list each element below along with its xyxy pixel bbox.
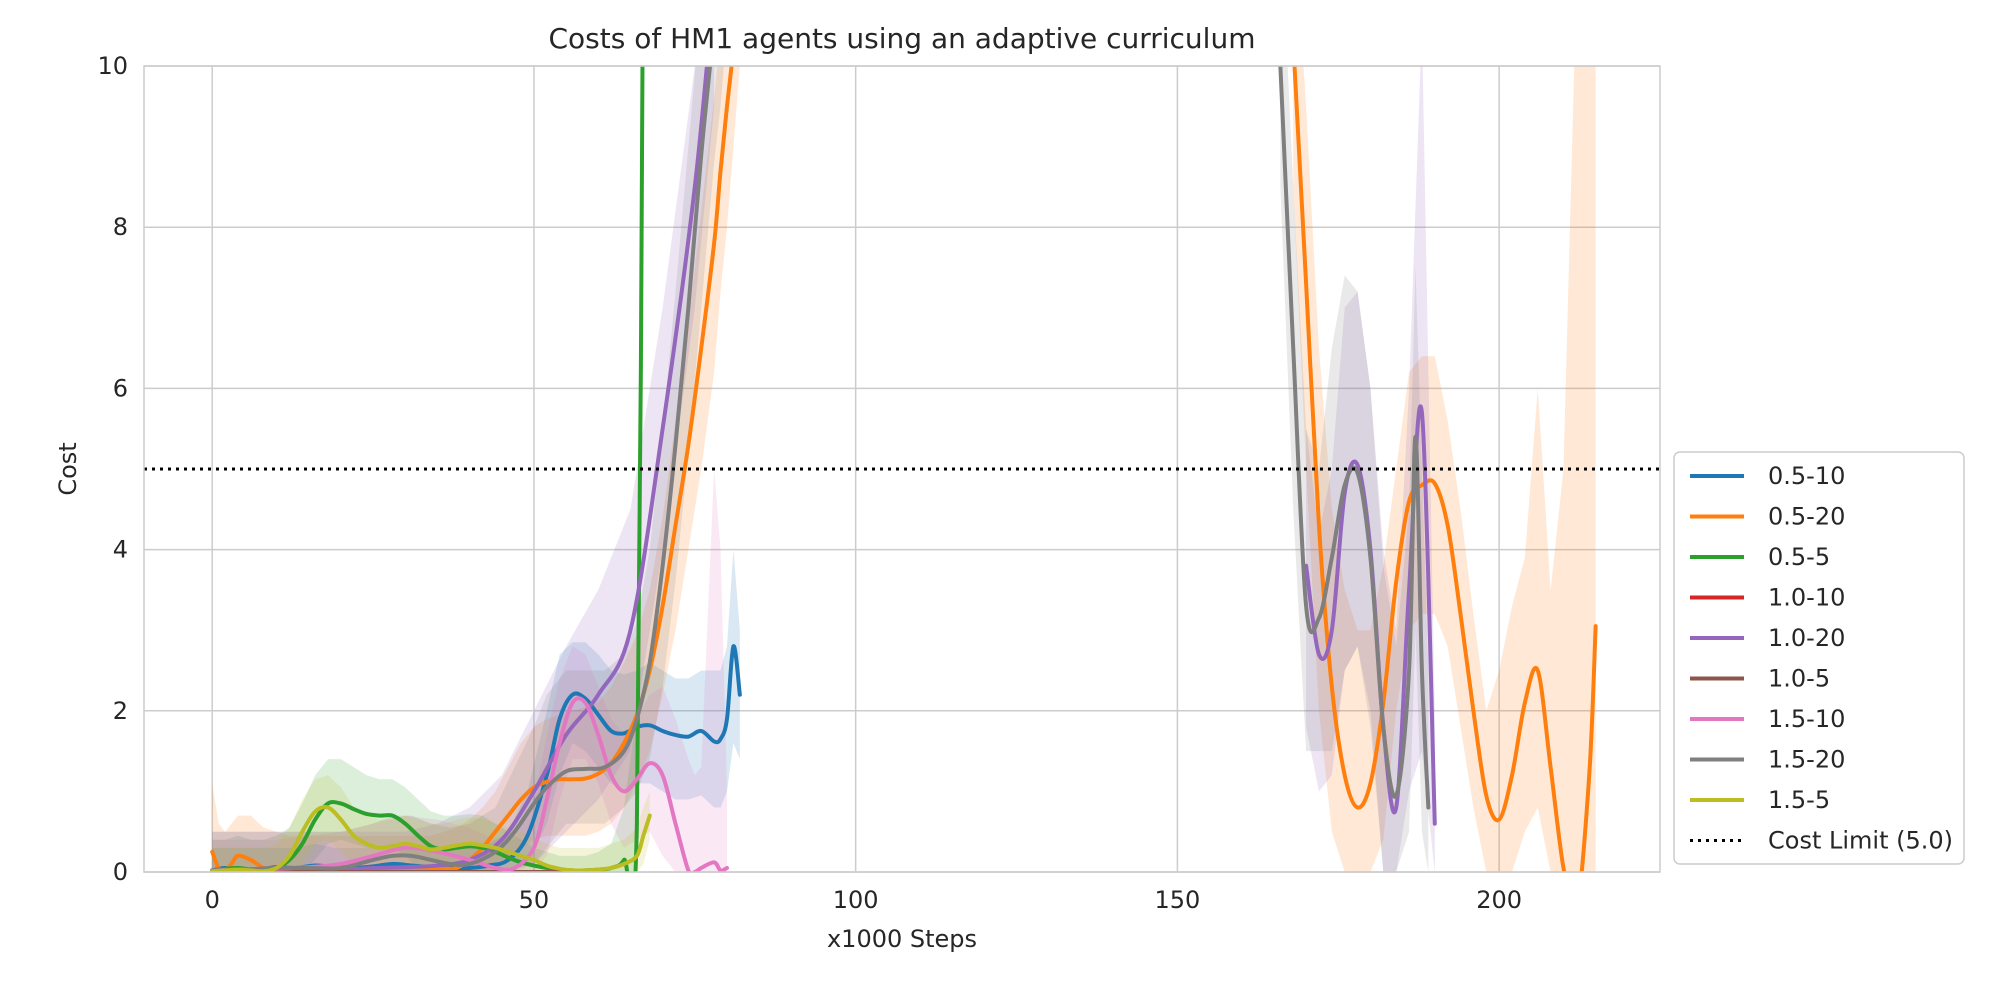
legend-label: Cost Limit (5.0) [1768, 827, 1953, 855]
x-tick-label: 200 [1476, 886, 1522, 914]
plot-area [144, 66, 1660, 872]
series-lines [210, 66, 1598, 872]
x-tick-label: 100 [833, 886, 879, 914]
series-line-1.5-10 [210, 696, 729, 872]
band-0.5-20 [1293, 66, 1596, 872]
band-1.0-20 [212, 66, 715, 872]
chart-title: Costs of HM1 agents using an adaptive cu… [549, 22, 1256, 55]
x-axis-label: x1000 Steps [827, 925, 977, 953]
series-line-1.5-5 [210, 805, 652, 872]
legend-label: 1.0-5 [1768, 665, 1830, 693]
band-1.5-20 [212, 66, 724, 872]
x-tick-labels: 0 50 100 150 200 [205, 886, 1522, 914]
legend-label: 0.5-20 [1768, 503, 1845, 531]
series-line-1.5-20 [210, 66, 712, 872]
y-tick-label: 0 [113, 858, 128, 886]
plot-frame [143, 65, 1661, 873]
legend-box [1673, 451, 1965, 865]
legend: 0.5-10 0.5-20 0.5-5 1.0-10 1.0-20 1.0-5 1.5-10… [1673, 451, 1965, 865]
y-tick-label: 8 [113, 213, 128, 241]
y-tick-labels: 0 2 4 6 8 10 [97, 52, 128, 886]
legend-label: 1.0-10 [1768, 584, 1845, 612]
band-1.5-10 [212, 469, 727, 872]
legend-label: 1.5-10 [1768, 705, 1845, 733]
x-tick-label: 0 [205, 886, 220, 914]
band-1.5-5 [212, 775, 650, 872]
legend-label: 1.5-20 [1768, 746, 1845, 774]
legend-label: 1.5-5 [1768, 786, 1830, 814]
band-0.5-10 [212, 549, 740, 872]
y-tick-label: 2 [113, 697, 128, 725]
x-tick-label: 50 [519, 886, 550, 914]
legend-label: 0.5-10 [1768, 462, 1845, 490]
y-tick-label: 4 [113, 536, 128, 564]
series-line-0.5-20 [1292, 66, 1598, 872]
y-tick-label: 10 [97, 52, 128, 80]
y-tick-label: 6 [113, 374, 128, 402]
legend-label: 0.5-5 [1768, 543, 1830, 571]
x-tick-label: 150 [1154, 886, 1200, 914]
legend-label: 1.0-20 [1768, 624, 1845, 652]
series-line-1.5-20 [1278, 66, 1431, 810]
y-axis-label: Cost [54, 442, 82, 495]
